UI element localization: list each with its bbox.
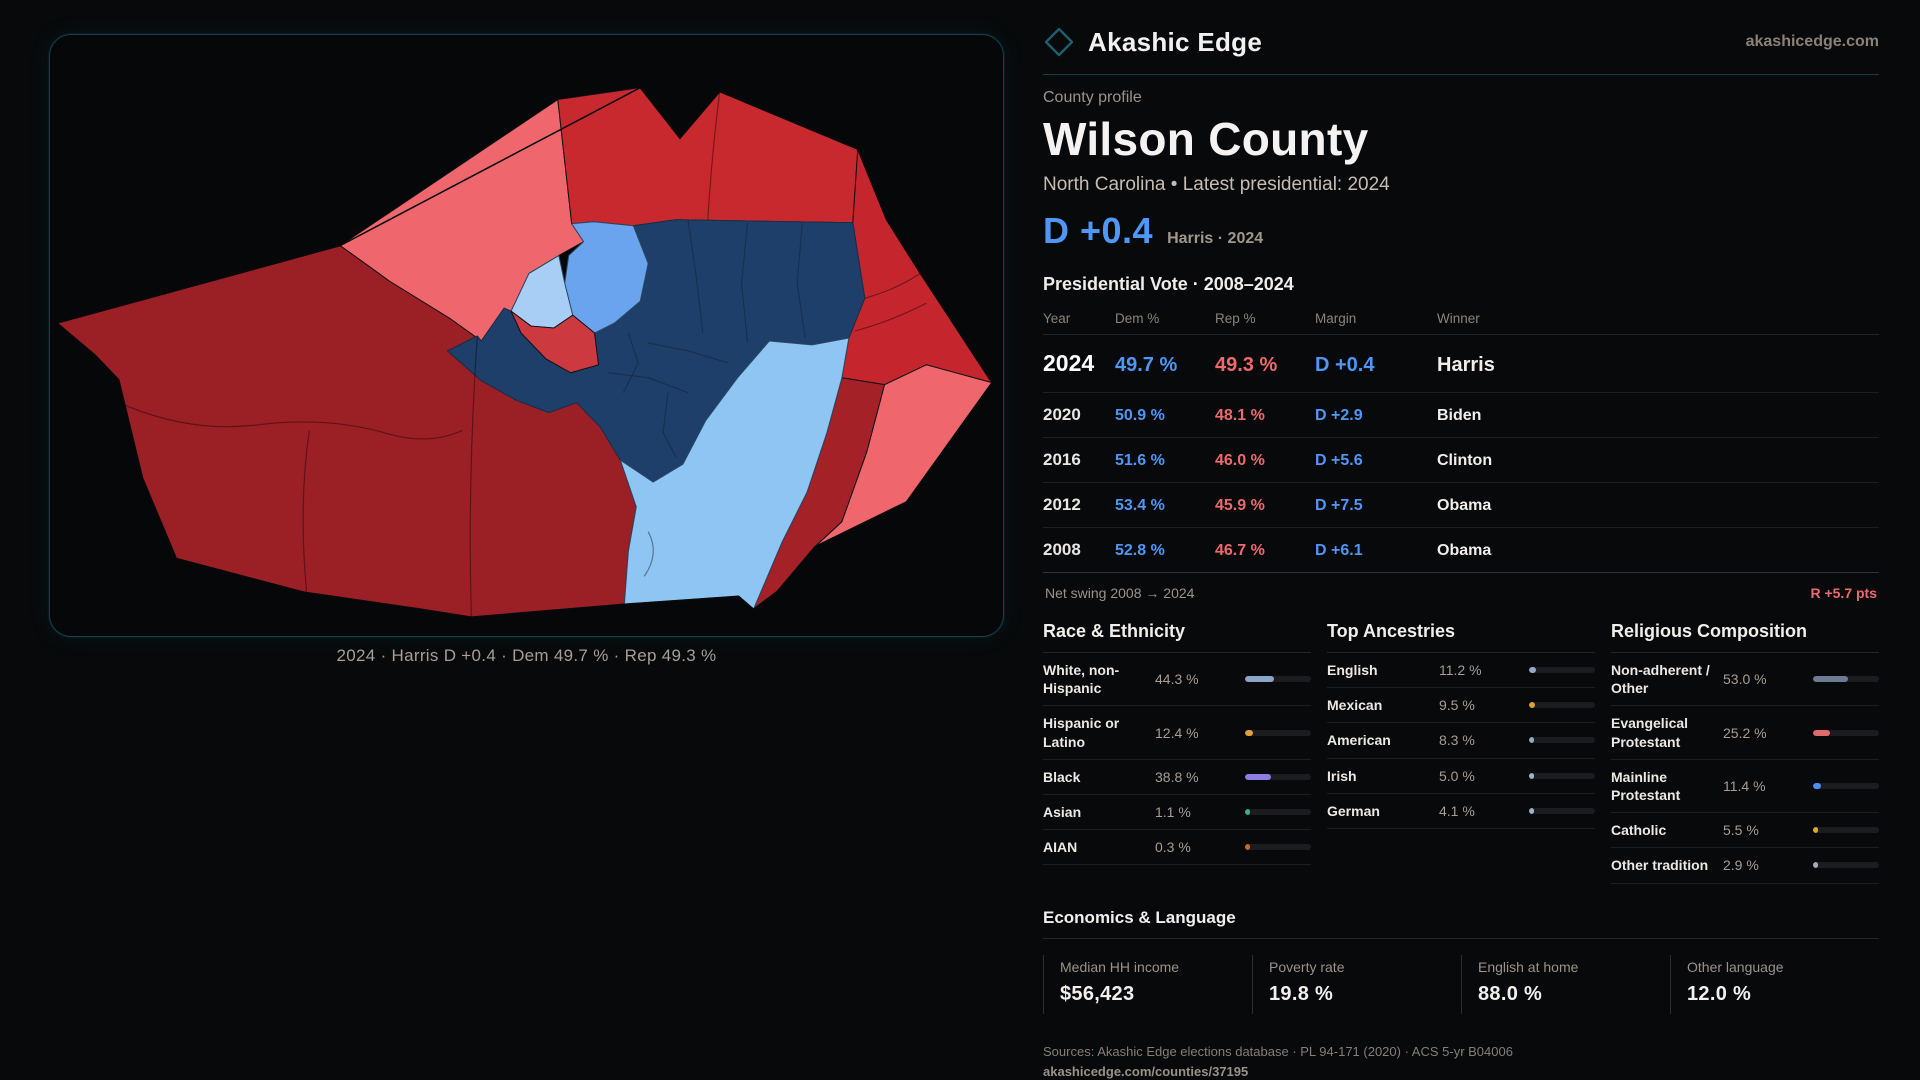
table-row[interactable]: 2008 52.8 % 46.7 % D +6.1 Obama [1043, 528, 1879, 573]
sources-line: Sources: Akashic Edge elections database… [1043, 1043, 1513, 1059]
religion-section: Religious Composition Non-adherent / Oth… [1611, 621, 1879, 884]
col-rep: Rep % [1215, 311, 1256, 326]
stat-bar [1529, 737, 1595, 744]
section-title: Race & Ethnicity [1043, 621, 1311, 653]
economics-stats: Median HH income $56,423 Poverty rate 19… [1043, 954, 1879, 1014]
table-row[interactable]: 2016 51.6 % 46.0 % D +5.6 Clinton [1043, 438, 1879, 483]
demographics-columns: Race & Ethnicity White, non-Hispanic 44.… [1043, 621, 1879, 884]
page-kicker: County profile [1043, 89, 1142, 106]
stat-bar [1245, 676, 1311, 683]
net-swing-row: Net swing 2008 → 2024 R +5.7 pts [1043, 573, 1879, 611]
col-dem: Dem % [1115, 311, 1160, 326]
stat-card: English at home 88.0 % [1461, 954, 1670, 1014]
brand-domain-link[interactable]: akashicedge.com [1745, 33, 1879, 50]
stat-row: Other tradition 2.9 % [1611, 848, 1879, 884]
app-header: Akashic Edge akashicedge.com [1043, 0, 1879, 75]
votes-table-header: Year Dem % Rep % Margin Winner [1043, 303, 1879, 335]
stat-bar [1813, 862, 1879, 869]
stat-row: Irish 5.0 % [1327, 759, 1595, 794]
stat-bar [1245, 809, 1311, 816]
stat-row: Catholic 5.5 % [1611, 813, 1879, 849]
table-row[interactable]: 2012 53.4 % 45.9 % D +7.5 Obama [1043, 483, 1879, 528]
stat-bar [1245, 729, 1311, 736]
votes-table-title: Presidential Vote · 2008–2024 [1043, 274, 1294, 294]
stat-bar [1529, 772, 1595, 779]
col-year: Year [1043, 311, 1071, 326]
stat-bar [1245, 773, 1311, 780]
stat-row: American 8.3 % [1327, 723, 1595, 759]
stat-card: Other language 12.0 % [1670, 954, 1879, 1014]
precinct-boundary-lines [118, 91, 927, 618]
section-title: Top Ancestries [1327, 621, 1595, 653]
stat-card: Median HH income $56,423 [1043, 954, 1252, 1014]
stat-row: White, non-Hispanic 44.3 % [1043, 653, 1311, 707]
stat-row: Evangelical Protestant 25.2 % [1611, 706, 1879, 760]
county-precinct-map-panel [49, 34, 1004, 637]
stat-bar [1813, 729, 1879, 736]
col-margin: Margin [1315, 311, 1357, 326]
stat-card: Poverty rate 19.8 % [1252, 954, 1461, 1014]
latest-margin-note: Harris · 2024 [1167, 230, 1264, 247]
table-row[interactable]: 2020 50.9 % 48.1 % D +2.9 Biden [1043, 393, 1879, 438]
county-outline [55, 86, 993, 618]
precinct-region-city-rep-sliver[interactable] [510, 310, 600, 374]
precinct-region-north[interactable] [557, 87, 859, 227]
stat-bar [1529, 702, 1595, 709]
brand-name: Akashic Edge [1088, 26, 1263, 57]
stat-bar [1529, 667, 1595, 674]
col-winner: Winner [1437, 311, 1480, 326]
net-swing-value: R +5.7 pts [1810, 585, 1877, 601]
stat-row: Asian 1.1 % [1043, 795, 1311, 831]
stat-row: Non-adherent / Other 53.0 % [1611, 653, 1879, 707]
economics-title: Economics & Language [1043, 908, 1879, 939]
stat-row: Mainline Protestant 11.4 % [1611, 760, 1879, 814]
map-caption: 2024 · Harris D +0.4 · Dem 49.7 % · Rep … [336, 646, 717, 665]
latest-margin: D +0.4 Harris · 2024 [1043, 210, 1879, 252]
page-title: Wilson County [1043, 113, 1369, 165]
table-row[interactable]: 2024 49.7 % 49.3 % D +0.4 Harris [1043, 335, 1879, 393]
stat-row: English 11.2 % [1327, 653, 1595, 689]
precinct-map[interactable] [50, 35, 1003, 636]
latest-margin-value: D +0.4 [1043, 210, 1154, 251]
ancestries-section: Top Ancestries English 11.2 % Mexican 9.… [1327, 621, 1595, 884]
stat-bar [1813, 782, 1879, 789]
stat-bar [1813, 676, 1879, 683]
stat-row: Mexican 9.5 % [1327, 688, 1595, 724]
precinct-region-south-leandem[interactable] [619, 337, 850, 610]
stat-row: AIAN 0.3 % [1043, 830, 1311, 866]
stat-bar [1529, 807, 1595, 814]
brand-diamond-icon [1044, 27, 1074, 57]
stat-row: Black 38.8 % [1043, 760, 1311, 795]
county-profile-panel: Akashic Edge akashicedge.com County prof… [1043, 0, 1879, 1079]
stat-bar [1245, 844, 1311, 851]
stat-bar [1813, 827, 1879, 834]
page-subtitle: North Carolina • Latest presidential: 20… [1043, 174, 1390, 195]
stat-row: Hispanic or Latino 12.4 % [1043, 706, 1311, 760]
county-url-link[interactable]: akashicedge.com/counties/37195 [1043, 1063, 1249, 1079]
section-title: Religious Composition [1611, 621, 1879, 653]
votes-table: Year Dem % Rep % Margin Winner 2024 49.7… [1043, 303, 1879, 611]
city-precinct-lines [608, 219, 806, 458]
race-ethnicity-section: Race & Ethnicity White, non-Hispanic 44.… [1043, 621, 1311, 884]
stat-row: German 4.1 % [1327, 794, 1595, 829]
net-swing-label: Net swing 2008 → 2024 [1045, 585, 1195, 601]
